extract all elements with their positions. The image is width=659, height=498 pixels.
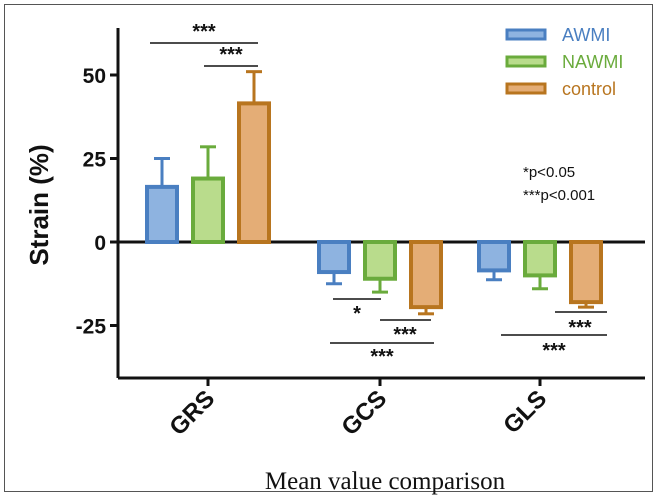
bar <box>363 240 397 281</box>
y-tick-label: 50 <box>83 65 106 88</box>
bar <box>409 240 443 310</box>
bars <box>145 70 603 316</box>
note-p0001: ***p<0.001 <box>523 187 595 204</box>
bar <box>477 240 511 273</box>
bar <box>237 101 271 244</box>
x-tick-label: GLS <box>498 385 552 439</box>
y-tick-label: 25 <box>83 149 107 172</box>
significance-label: *** <box>542 340 566 362</box>
significance-markers: ******************* <box>150 21 607 368</box>
significance-label: *** <box>568 317 592 339</box>
x-axis-label: Mean value comparison <box>265 468 506 495</box>
y-axis-label: Strain (%) <box>24 144 54 265</box>
significance-label: *** <box>219 44 243 66</box>
y-tick-label: 0 <box>94 232 106 255</box>
legend-swatch <box>505 28 547 41</box>
significance-label: *** <box>370 346 394 368</box>
legend-label: control <box>562 79 616 99</box>
bar <box>569 240 603 305</box>
significance-label: *** <box>393 324 417 346</box>
significance-label: *** <box>192 21 216 43</box>
y-tick-label: -25 <box>76 316 107 339</box>
bar <box>145 184 179 244</box>
significance-label: * <box>353 303 361 325</box>
note-p005: *p<0.05 <box>523 164 575 181</box>
bar <box>523 240 557 278</box>
legend-label: AWMI <box>562 25 610 45</box>
x-tick-label: GRS <box>164 385 220 441</box>
bar <box>191 176 225 244</box>
legend-label: NAWMI <box>562 52 623 72</box>
legend: AWMI NAWMI control <box>505 25 623 99</box>
x-tick-label: GCS <box>336 385 392 441</box>
legend-swatch <box>505 55 547 68</box>
bar <box>317 240 351 275</box>
legend-swatch <box>505 82 547 95</box>
